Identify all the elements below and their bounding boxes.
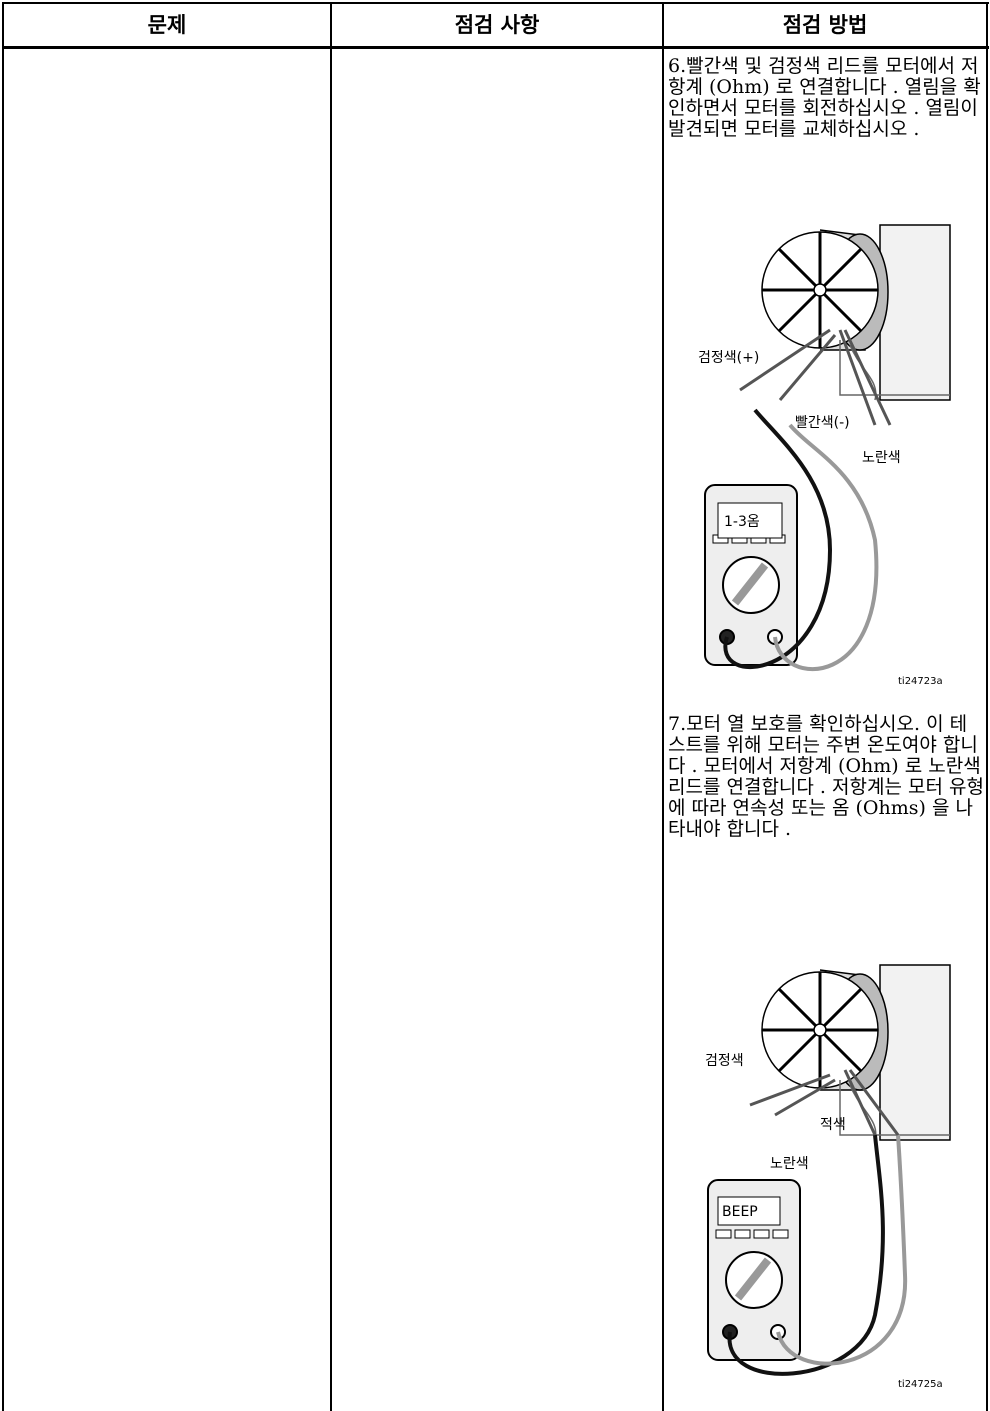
border — [986, 2, 988, 1411]
header: 점검 사항 — [454, 12, 540, 37]
display — [717, 502, 783, 539]
display-text: 1-3옴 — [724, 514, 760, 530]
display-text: BEEP — [722, 1204, 758, 1220]
wire-label: 검정색(+) — [698, 350, 759, 366]
step-text: 7.모터 열 보호를 확인하십시오. 이 테스트를 위해 모터는 주변 온도여야… — [668, 713, 984, 840]
header: 문제 — [147, 12, 187, 37]
border — [662, 2, 664, 1411]
wire-label: 노란색 — [770, 1156, 809, 1172]
display — [717, 1196, 781, 1226]
figure: 검정색 적색 노란색 BEEP ti24725a — [680, 963, 952, 1390]
wire-label: 노란색 — [862, 450, 901, 466]
header: 점검 방법 — [782, 12, 868, 37]
step-text: 6.빨간색 및 검정색 리드를 모터에서 저항계 (Ohm) 로 연결합니다 .… — [668, 55, 981, 140]
border — [2, 2, 989, 4]
border — [2, 2, 4, 1411]
border — [330, 2, 332, 1411]
figure-id: ti24725a — [898, 1379, 943, 1390]
wire-label: 빨간색(-) — [795, 415, 850, 431]
figure-id: ti24723a — [898, 676, 943, 687]
wire-label: 적색 — [820, 1117, 846, 1133]
border — [2, 46, 989, 49]
wire-label: 검정색 — [705, 1053, 744, 1069]
figure: 검정색(+) 빨간색(-) 노란색 1-3옴 ti24723a — [698, 223, 952, 687]
